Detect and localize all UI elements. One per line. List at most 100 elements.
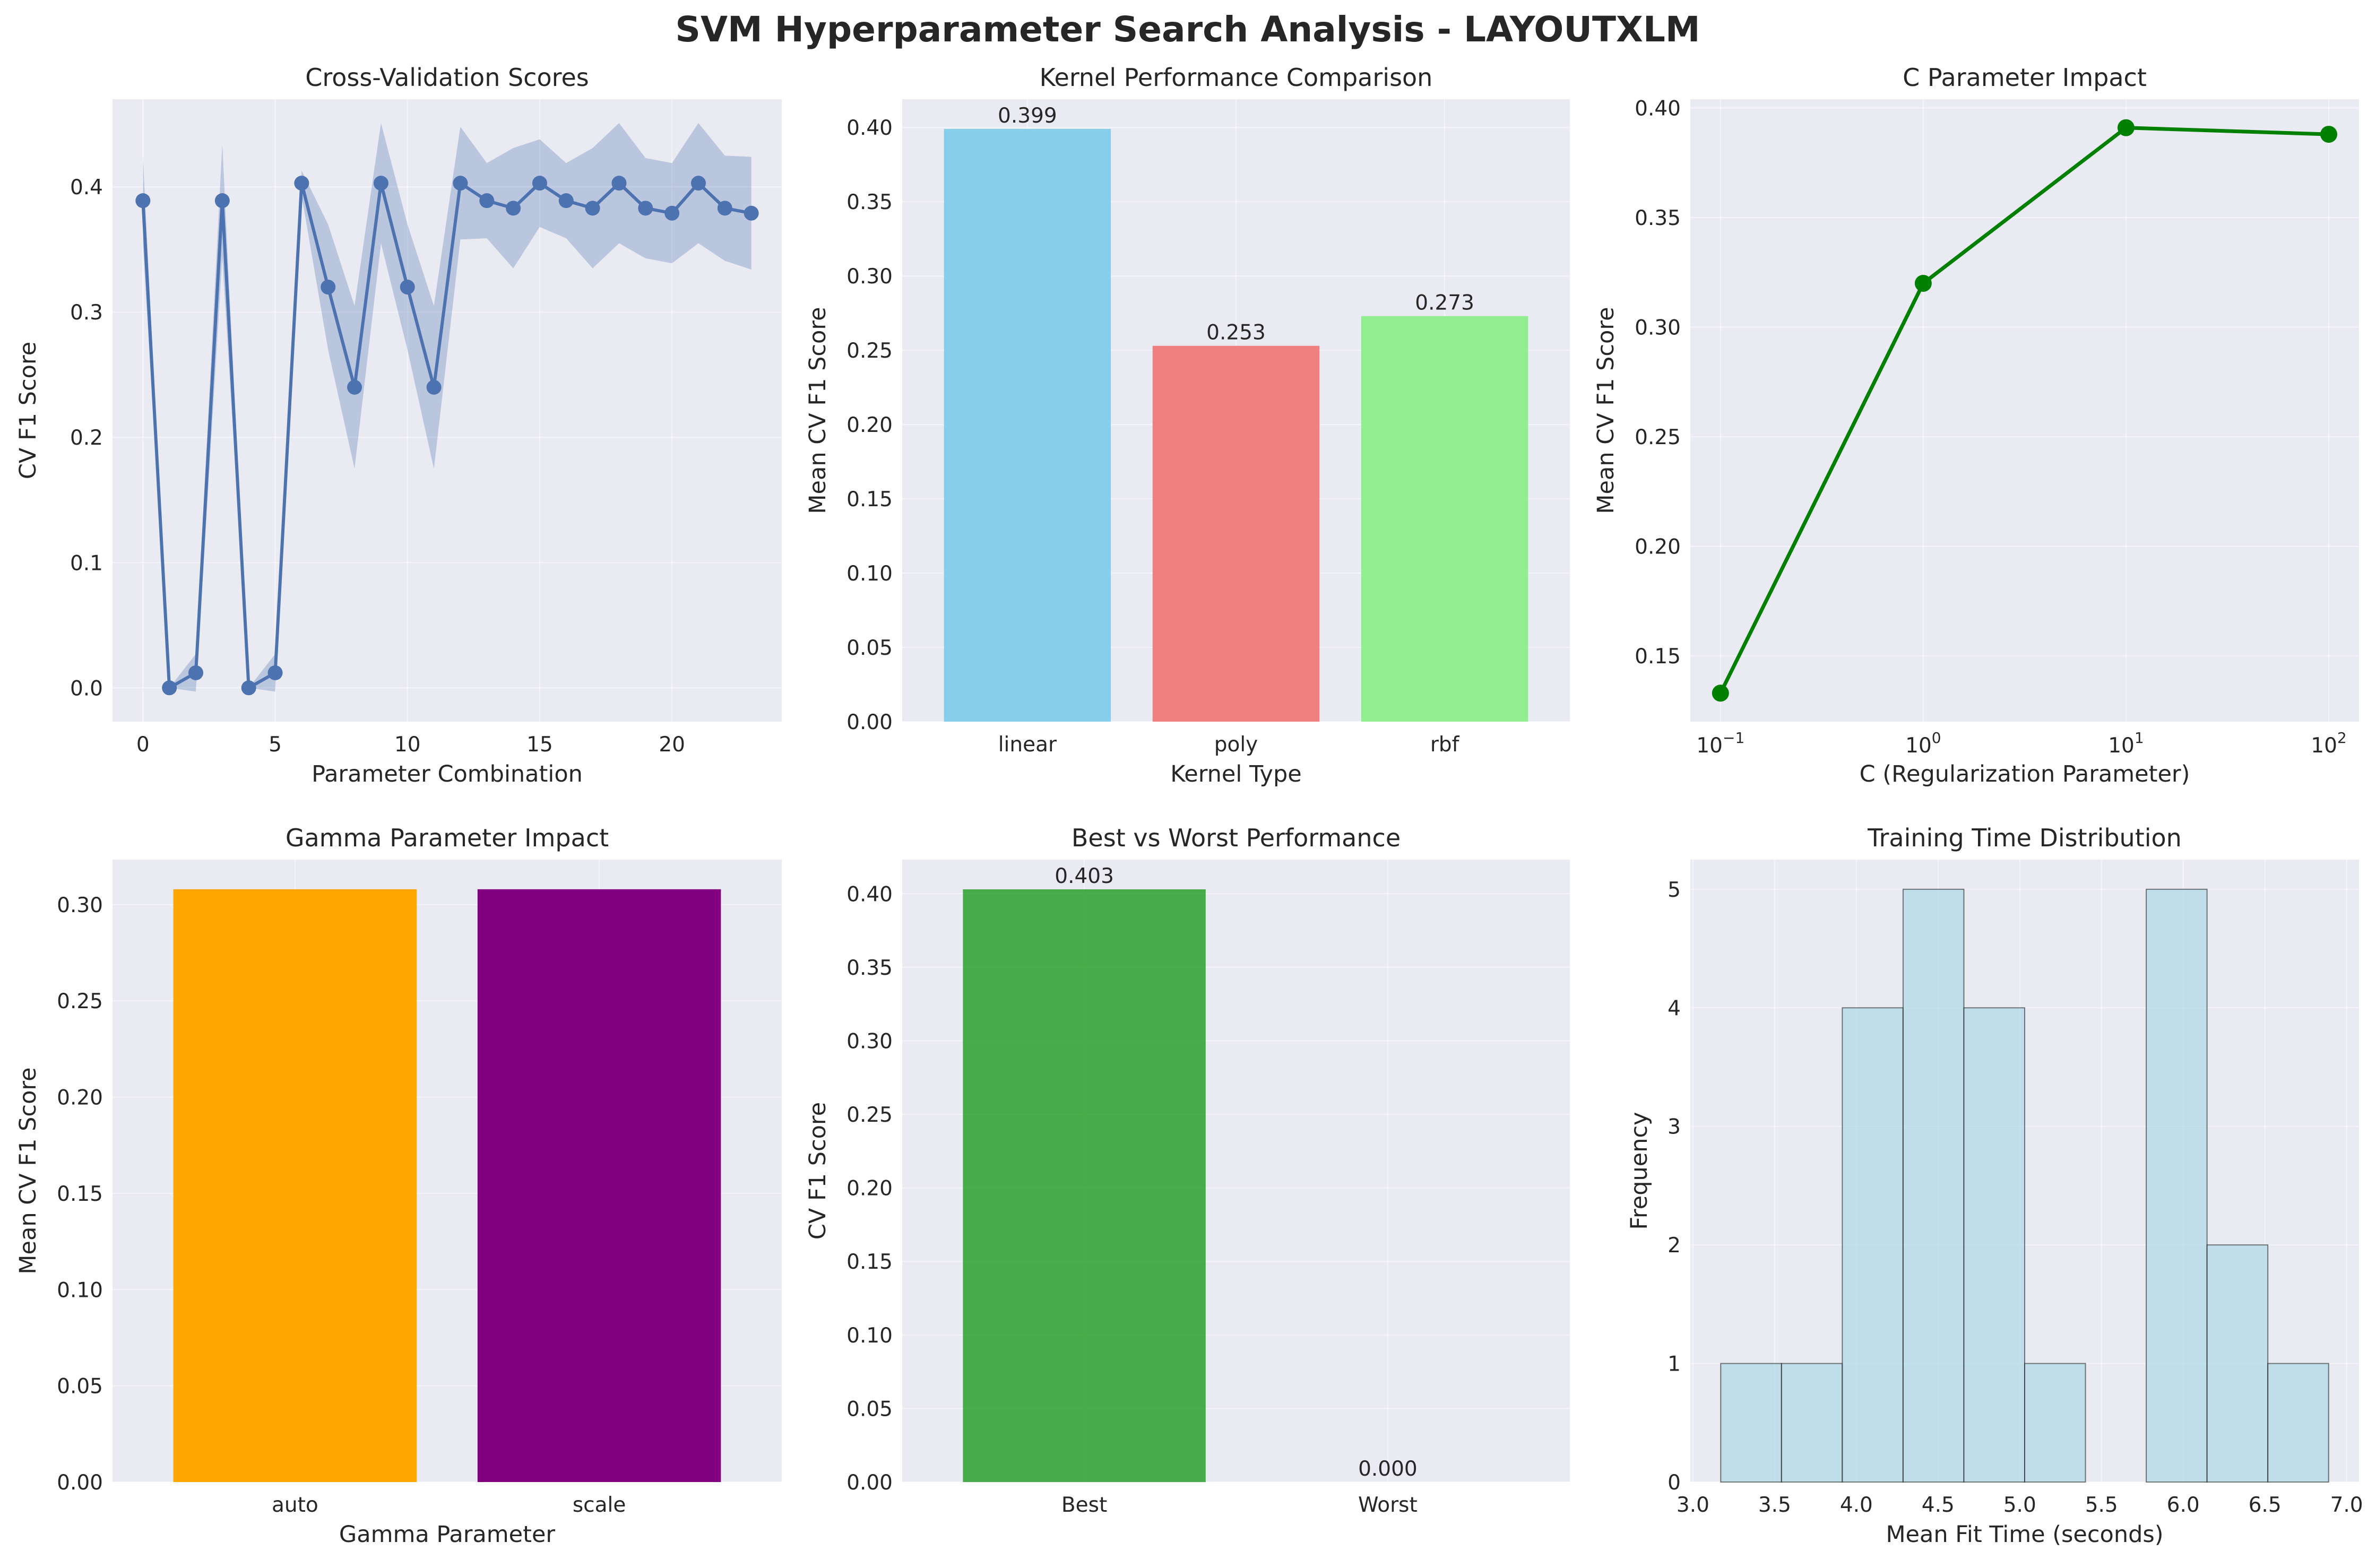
std-band [143,123,751,692]
tick-exponent: 1 [2135,729,2144,747]
data-point [532,176,547,191]
tick-base: 10 [1905,734,1932,758]
data-point [294,176,309,191]
data-point [690,176,706,191]
data-label: 0.399 [998,104,1057,128]
bar-best [963,889,1206,1482]
data-point [2117,119,2135,136]
x-tick-label: 6.0 [2167,1493,2200,1517]
y-tick-label: 0.10 [846,562,893,586]
x-axis-label: Mean Fit Time (seconds) [1886,1521,2163,1548]
y-tick-label: 1 [1667,1353,1681,1376]
x-axis-label: Gamma Parameter [339,1521,555,1548]
x-tick-label: auto [272,1493,318,1517]
data-point [267,665,283,680]
data-point [400,280,415,295]
y-tick-label: 0.40 [1635,97,1681,121]
y-tick-label: 0.0 [70,677,103,700]
x-axis-label: C (Regularization Parameter) [1860,761,2190,787]
x-tick-label: 10−1 [1696,729,1744,758]
data-point [2320,126,2337,143]
bar-auto [173,889,417,1482]
histogram-bar [2206,1244,2269,1483]
panel-title: Training Time Distribution [1867,824,2182,852]
panel-title: C Parameter Impact [1903,63,2147,92]
y-tick-label: 0.05 [57,1375,103,1399]
x-tick-label: 20 [659,733,685,757]
x-tick-label: linear [998,733,1057,757]
y-tick-label: 0.1 [70,551,103,575]
y-tick-label: 0.3 [70,301,103,325]
y-tick-label: 0.25 [846,339,893,363]
tick-exponent: 2 [2337,729,2347,747]
x-tick-label: 5 [269,733,282,757]
data-point [585,201,600,216]
x-axis-label: Parameter Combination [312,761,583,787]
x-tick-label: 0 [136,733,150,757]
y-tick-label: 0.20 [1635,535,1681,559]
data-point [717,201,732,216]
histogram-bar [1902,888,1965,1483]
y-tick-label: 0.15 [57,1182,103,1206]
panel-training-time: 0 1 2 3 4 5 3.0 3.5 4.0 4.5 5.0 5.5 6.0 6.5 7.0 Trainin… [1626,824,2363,1548]
data-point [241,680,256,696]
x-tick-label: Best [1061,1493,1107,1517]
tick-exponent: −1 [1723,729,1744,747]
x-tick-label: 5.0 [2003,1493,2036,1517]
data-point [162,680,177,696]
y-tick-label: 0.00 [846,1471,893,1495]
y-tick-label: 0.10 [846,1324,893,1348]
y-tick-label: 0.20 [57,1086,103,1110]
bar-poly [1152,345,1320,722]
data-label: 0.000 [1358,1457,1418,1481]
x-tick-label: 102 [2311,729,2346,758]
x-axis-label: Kernel Type [1170,761,1302,787]
histogram-bar [1842,1007,1904,1483]
panel-kernel-comparison: 0.00 0.05 0.10 0.15 0.20 0.25 0.30 0.35 0.40 0.39… [805,63,1570,787]
data-label: 0.253 [1206,321,1266,345]
tick-base: 10 [2108,734,2135,758]
y-tick-label: 0.05 [846,1397,893,1421]
data-point [214,193,230,209]
data-point [664,205,680,221]
y-tick-label: 0.10 [57,1278,103,1302]
x-tick-label: poly [1214,733,1258,757]
y-tick-label: 0.00 [57,1471,103,1495]
data-point [188,665,204,680]
x-tick-label: 101 [2108,729,2144,758]
data-point [453,176,468,191]
tick-base: 10 [2311,734,2337,758]
plot-area-c-impact [1690,99,2359,722]
y-axis-label: Mean CV F1 Score [1593,307,1619,514]
data-point [506,201,521,216]
y-tick-label: 0.40 [846,116,893,140]
x-tick-label: 4.0 [1840,1493,1873,1517]
x-tick-label: rbf [1430,733,1460,757]
x-tick-label: scale [573,1493,626,1517]
histogram-bar [2024,1363,2086,1483]
y-tick-label: 0.15 [846,1250,893,1274]
y-axis-label: Mean CV F1 Score [805,307,831,514]
data-point [479,193,495,209]
histogram-bar [2146,888,2208,1483]
y-axis-label: Mean CV F1 Score [15,1067,41,1274]
data-label: 0.403 [1055,864,1114,888]
x-tick-label: 6.5 [2249,1493,2282,1517]
y-tick-label: 0.40 [846,882,893,906]
y-axis-label: CV F1 Score [805,1102,831,1240]
y-axis-label: Frequency [1626,1112,1653,1229]
y-tick-label: 3 [1667,1115,1681,1139]
data-point [373,176,388,191]
x-tick-label: 4.5 [1922,1493,1955,1517]
y-tick-label: 0.35 [846,956,893,980]
x-tick-label: 10 [394,733,421,757]
panel-title: Cross-Validation Scores [305,63,589,92]
y-tick-label: 0.25 [846,1103,893,1127]
y-tick-label: 0.35 [1635,206,1681,230]
x-tick-label: 5.5 [2085,1493,2118,1517]
series-line [1718,126,2329,694]
y-tick-label: 0.20 [846,413,893,437]
panel-best-worst: 0.00 0.05 0.10 0.15 0.20 0.25 0.30 0.35 0.40 0.40… [805,824,1570,1517]
x-tick-label: 3.5 [1758,1493,1791,1517]
